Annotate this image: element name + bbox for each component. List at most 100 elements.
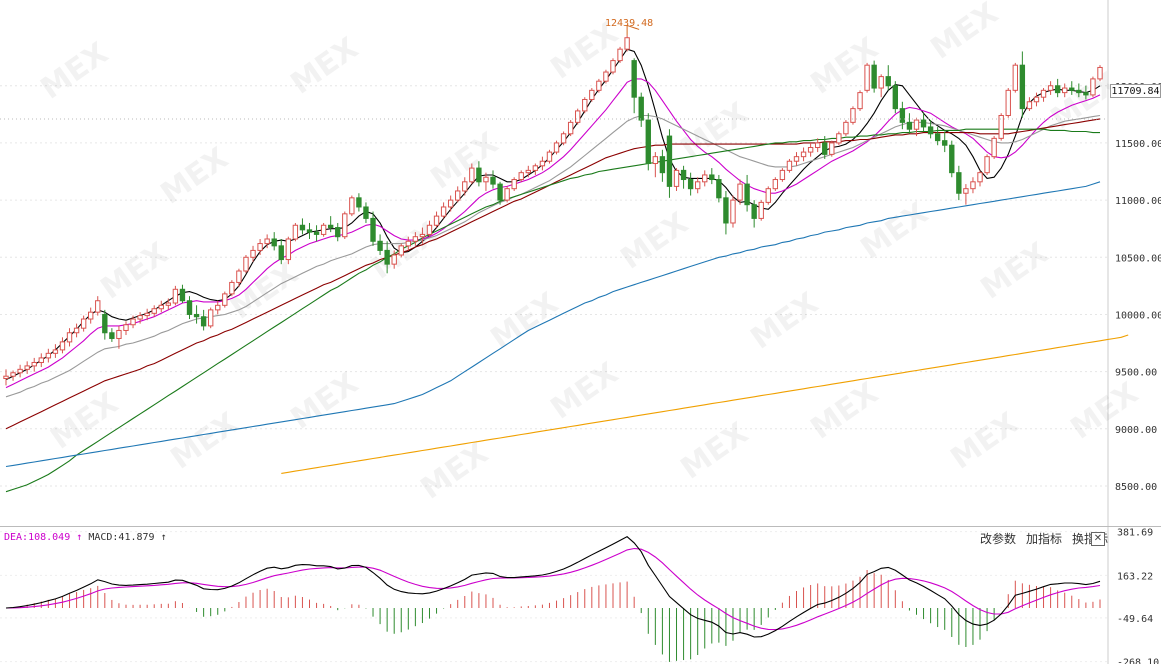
candle-body: [271, 238, 277, 247]
candle-body: [603, 71, 609, 82]
candle-body: [843, 121, 849, 135]
candle-body: [1047, 85, 1054, 91]
candle-body: [342, 213, 348, 238]
price-tick-label: 9000.00: [1115, 425, 1157, 436]
candle-body: [130, 318, 136, 326]
candle-body: [991, 137, 997, 158]
price-tick-label: 11500.00: [1115, 139, 1161, 150]
candle-body: [977, 172, 983, 183]
candle-body: [772, 179, 779, 190]
candle-body: [779, 169, 786, 181]
candle-body: [250, 249, 256, 258]
candle-body: [123, 324, 129, 331]
ma-line: [5, 181, 1101, 468]
candle-body: [66, 332, 73, 343]
candle-body: [934, 133, 941, 142]
peak-price-annotation: 12439.48: [605, 18, 654, 29]
candle-body: [243, 256, 249, 272]
candle-body: [504, 188, 510, 201]
candle-body: [3, 375, 9, 379]
candle-body: [229, 281, 235, 295]
candle-body: [518, 172, 524, 181]
candle-body: [419, 233, 426, 238]
dif-line: [5, 536, 1101, 638]
candle-body: [356, 197, 362, 208]
candle-body: [857, 92, 863, 110]
candle-body: [186, 300, 193, 315]
candle-body: [998, 114, 1004, 139]
candle-body: [822, 142, 828, 155]
change-params-button[interactable]: 改参数: [979, 532, 1016, 546]
candle-body: [1019, 64, 1026, 110]
candle-body: [793, 156, 800, 162]
candle-body: [88, 311, 94, 320]
candle-body: [95, 300, 101, 313]
candle-body: [610, 60, 616, 73]
ma-line: [5, 48, 1101, 381]
candle-body: [497, 183, 503, 201]
price-tick-label: 10500.00: [1115, 253, 1161, 264]
candle-body: [709, 174, 715, 181]
candle-body: [17, 368, 23, 374]
candle-body: [836, 133, 842, 144]
candle-body: [73, 327, 80, 334]
candle-body: [751, 204, 757, 219]
candle-body: [1083, 92, 1089, 96]
candle-body: [666, 135, 673, 187]
candle-body: [920, 119, 927, 128]
candle-body: [589, 89, 595, 100]
candle-body: [673, 169, 680, 187]
macd-toolbar: 改参数 加指标 换指标: [980, 530, 1108, 547]
candle-body: [447, 199, 454, 208]
candle-body: [913, 119, 920, 130]
candle-body: [1069, 87, 1075, 91]
candle-body: [363, 206, 369, 219]
candle-body: [1054, 85, 1061, 94]
candle-body: [137, 315, 143, 320]
main-panel-bg: [0, 0, 1161, 526]
candle-body: [313, 231, 320, 235]
candle-body: [829, 142, 835, 155]
candle-body: [45, 352, 52, 359]
candle-body: [652, 156, 659, 165]
candle-body: [546, 151, 553, 162]
candle-body: [476, 167, 482, 183]
candle-body: [370, 217, 376, 242]
candle-body: [963, 188, 969, 194]
candle-body: [892, 85, 899, 110]
candle-body: [179, 288, 186, 302]
candle-body: [1033, 96, 1040, 103]
candle-body: [638, 96, 644, 121]
candle-body: [800, 151, 807, 158]
candle-body: [320, 224, 327, 235]
candle-body: [292, 224, 299, 240]
macd-tick-label: 163.22: [1117, 571, 1153, 582]
candle-body: [553, 142, 560, 153]
candle-body: [398, 245, 404, 256]
macd-legend-label: MACD:41.879: [88, 532, 155, 543]
dea-arrow-icon: ↑: [76, 532, 83, 543]
close-indicator-button[interactable]: ✕: [1091, 532, 1105, 546]
candle-body: [532, 165, 539, 171]
add-indicator-button[interactable]: 加指标: [1025, 532, 1062, 546]
candle-body: [377, 240, 383, 251]
candle-body: [1040, 89, 1047, 98]
candle-body: [906, 121, 913, 130]
candle-body: [617, 48, 623, 62]
candle-body: [730, 199, 736, 224]
candle-body: [1005, 89, 1011, 116]
candle-body: [631, 60, 637, 98]
candle-body: [737, 183, 743, 201]
candle-body: [687, 179, 694, 190]
candle-body: [1090, 78, 1096, 96]
candle-body: [878, 76, 884, 89]
candle-body: [469, 167, 475, 183]
candle-body: [172, 288, 179, 304]
candle-body: [349, 197, 355, 215]
candle-body: [1026, 101, 1033, 110]
candle-body: [10, 372, 16, 377]
ma-line: [5, 128, 1100, 493]
peak-marker-pointer: [626, 24, 640, 30]
candle-body: [949, 144, 955, 174]
